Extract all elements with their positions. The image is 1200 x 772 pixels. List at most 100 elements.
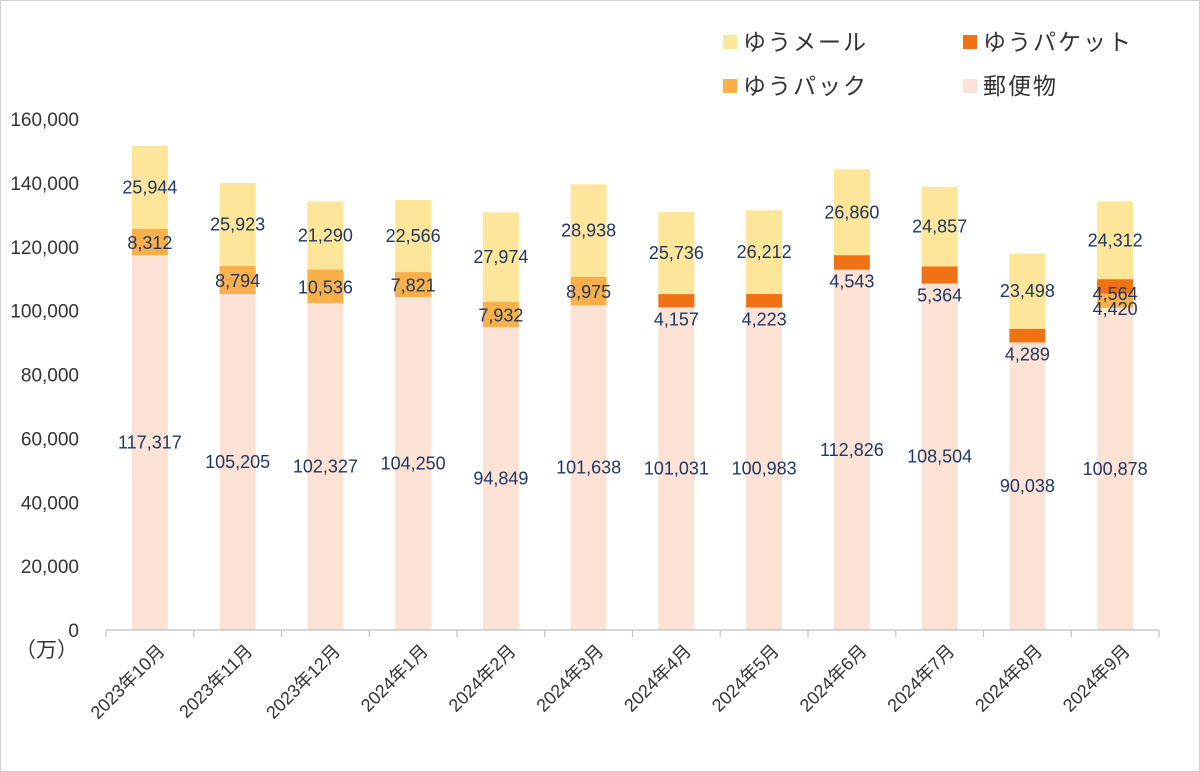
- bar-segment-yu-mail: [482, 212, 519, 302]
- data-label-yu-pack: 8,975: [566, 282, 611, 302]
- bars: [131, 145, 1134, 630]
- bar-segment-yu-pack: [1097, 293, 1134, 308]
- data-label-letter-mail: 101,031: [644, 459, 709, 479]
- bar-segment-yu-mail: [1097, 201, 1134, 280]
- y-tick-label: 120,000: [10, 238, 79, 259]
- data-label-letter-mail: 100,878: [1083, 459, 1148, 479]
- unit-label: （万）: [15, 639, 78, 662]
- bar-segment-yu-mail: [131, 145, 168, 229]
- bar-segment-yu-pack: [219, 265, 256, 295]
- bar-segment-yu-mail: [219, 183, 256, 266]
- bar-segment-yu-mail: [833, 169, 870, 256]
- data-label-yu-mail: 24,312: [1088, 230, 1143, 250]
- bar-segment-yu-pack: [482, 301, 519, 328]
- bar-segment-yu-packet: [658, 294, 695, 308]
- y-tick-label: 160,000: [10, 110, 79, 131]
- data-label-yu-mail: 26,860: [824, 202, 879, 222]
- data-label-yu-mail: 28,938: [561, 221, 616, 241]
- y-tick-label: 60,000: [21, 429, 79, 450]
- data-label-letter-mail: 105,205: [205, 452, 270, 472]
- data-label-yu-packet: 4,564: [1093, 284, 1138, 304]
- bar-segment-yu-mail: [1009, 253, 1046, 329]
- data-label-letter-mail: 112,826: [820, 440, 884, 460]
- bar-segment-letter-mail: [570, 305, 607, 630]
- data-label-yu-mail: 24,857: [912, 217, 967, 237]
- bar-segment-yu-mail: [921, 186, 958, 267]
- bar-segment-yu-mail: [746, 210, 783, 294]
- data-label-yu-packet: 5,364: [917, 285, 962, 305]
- data-label-yu-mail: 25,736: [649, 243, 704, 263]
- legend-swatch-yu-packet: [963, 35, 977, 49]
- x-tick-label: 2024年1月: [357, 641, 432, 716]
- y-tick-label: 40,000: [21, 493, 79, 514]
- bar-segment-yu-packet: [746, 293, 783, 308]
- bar-segment-yu-mail: [307, 201, 344, 270]
- x-tick-label: 2024年3月: [532, 641, 607, 716]
- data-label-yu-pack: 7,932: [478, 305, 523, 325]
- bar-segment-letter-mail: [219, 294, 256, 630]
- x-tick-label: 2024年4月: [620, 641, 695, 716]
- data-label-yu-pack: 8,794: [215, 271, 260, 291]
- bar-segment-yu-mail: [395, 200, 432, 273]
- data-label-yu-mail: 27,974: [473, 247, 528, 267]
- data-label-yu-mail: 26,212: [737, 242, 792, 262]
- legend-label-yu-pack: ゆうパック: [743, 73, 868, 99]
- bar-segment-yu-pack: [570, 276, 607, 306]
- x-tick-label: 2024年6月: [796, 641, 871, 716]
- data-label-letter-mail: 117,317: [118, 433, 182, 453]
- x-tick-label: 2023年10月: [87, 641, 169, 723]
- data-label-yu-packet: 4,289: [1005, 344, 1050, 364]
- data-label-letter-mail: 94,849: [473, 469, 528, 489]
- bar-segment-yu-packet: [921, 266, 958, 284]
- data-label-letter-mail: 104,250: [381, 454, 446, 474]
- x-tick-label: 2023年12月: [262, 641, 344, 723]
- bar-segment-letter-mail: [131, 255, 168, 630]
- legend-label-yu-mail: ゆうメール: [743, 29, 868, 55]
- y-tick-label: 100,000: [10, 302, 79, 323]
- data-label-letter-mail: 100,983: [732, 459, 797, 479]
- x-tick-label: 2024年9月: [1059, 641, 1134, 716]
- x-tick-label: 2024年2月: [445, 641, 520, 716]
- data-label-letter-mail: 102,327: [293, 457, 358, 477]
- data-label-yu-mail: 21,290: [298, 226, 353, 246]
- bar-segment-yu-pack: [307, 269, 344, 304]
- bar-segment-yu-packet: [1009, 328, 1046, 343]
- data-label-yu-mail: 23,498: [1000, 281, 1055, 301]
- bar-segment-yu-mail: [658, 211, 695, 295]
- bar-segment-yu-packet: [1097, 279, 1134, 294]
- legend-swatch-yu-mail: [723, 35, 737, 49]
- legend-swatch-yu-pack: [723, 79, 737, 93]
- bar-segment-yu-pack: [395, 272, 432, 298]
- bar-segment-yu-pack: [131, 228, 168, 256]
- legend-swatch-letter-mail: [963, 79, 977, 93]
- bar-segment-letter-mail: [746, 307, 783, 630]
- data-label-letter-mail: 101,638: [556, 458, 621, 478]
- data-label-yu-pack: 10,536: [298, 277, 353, 297]
- data-label-letter-mail: 90,038: [1000, 476, 1055, 496]
- x-axis: 2023年10月 2023年11月 2023年12月 2024年1月 2024年2月 20…: [87, 629, 1160, 723]
- bar-segment-letter-mail: [307, 303, 344, 630]
- x-tick-label: 2023年11月: [175, 641, 256, 722]
- data-label-yu-packet: 4,223: [742, 309, 787, 329]
- data-label-yu-pack: 8,312: [127, 233, 172, 253]
- bar-segment-letter-mail: [1009, 342, 1046, 630]
- legend-label-letter-mail: 郵便物: [983, 73, 1058, 99]
- y-tick-label: 80,000: [21, 366, 79, 387]
- legend-label-yu-packet: ゆうパケット: [983, 29, 1133, 55]
- x-tick-label: 2024年7月: [883, 641, 958, 716]
- data-label-letter-mail: 108,504: [907, 447, 972, 467]
- data-label-yu-pack: 7,821: [391, 276, 436, 296]
- y-tick-label: 140,000: [10, 174, 79, 195]
- bar-segment-letter-mail: [1097, 307, 1134, 630]
- y-tick-label: 20,000: [21, 557, 79, 578]
- y-axis: 0 20,000 40,000 60,000 80,000 100,000 120,000 1…: [10, 110, 79, 642]
- data-label-yu-pack: 4,420: [1093, 299, 1138, 319]
- data-label-yu-mail: 22,566: [386, 226, 441, 246]
- x-tick-label: 2024年8月: [971, 641, 1046, 716]
- bar-segment-letter-mail: [395, 297, 432, 630]
- bar-segment-yu-mail: [570, 184, 607, 277]
- bar-segment-letter-mail: [833, 269, 870, 630]
- data-label-yu-mail: 25,923: [210, 215, 265, 235]
